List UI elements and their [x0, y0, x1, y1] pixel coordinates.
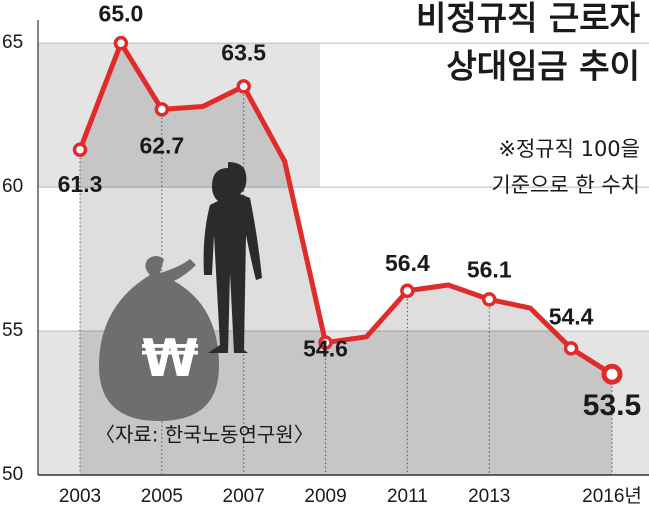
source: 〈자료: 한국노동연구원〉 — [95, 423, 314, 447]
marker — [236, 79, 251, 94]
data-label: 53.5 — [583, 389, 641, 422]
y-tick-label: 65 — [2, 32, 23, 53]
marker — [601, 363, 623, 385]
x-tick-label: 2009 — [304, 486, 346, 507]
illustration: ₩ — [99, 162, 262, 421]
chart-title: 비정규직 근로자 — [416, 0, 641, 38]
marker — [72, 142, 88, 157]
money-bag — [99, 256, 219, 421]
data-label: 56.4 — [385, 250, 430, 276]
x-tick-label: 2007 — [223, 486, 265, 507]
data-label: 65.0 — [99, 0, 144, 26]
marker — [481, 292, 497, 307]
marker — [400, 283, 415, 299]
won-symbol: ₩ — [141, 329, 198, 389]
x-tick-label: 2005 — [141, 486, 183, 507]
data-label: 61.3 — [58, 171, 103, 197]
person-silhouette — [203, 162, 262, 353]
marker — [563, 341, 579, 356]
x-tick-label: 2003 — [59, 486, 101, 507]
chart-title: 상대임금 추이 — [446, 47, 640, 86]
y-tick-label: 60 — [2, 176, 23, 197]
y-tick-label: 50 — [2, 464, 23, 485]
y-tick-label: 55 — [2, 320, 23, 341]
data-label: 54.4 — [549, 303, 594, 329]
data-label: 63.5 — [221, 39, 266, 65]
marker — [318, 335, 333, 350]
data-label: 54.6 — [303, 336, 348, 362]
x-tick-label: 2013 — [468, 486, 510, 507]
note: ※정규직 100을 — [498, 137, 640, 161]
band — [38, 43, 320, 188]
note: 기준으로 한 수치 — [491, 173, 640, 197]
data-label: 62.7 — [139, 132, 184, 158]
marker — [154, 102, 170, 117]
x-tick-label: 2011 — [387, 486, 428, 507]
x-tick-label: 2016년 — [582, 485, 642, 507]
data-label: 56.1 — [467, 256, 512, 282]
marker — [113, 35, 129, 51]
